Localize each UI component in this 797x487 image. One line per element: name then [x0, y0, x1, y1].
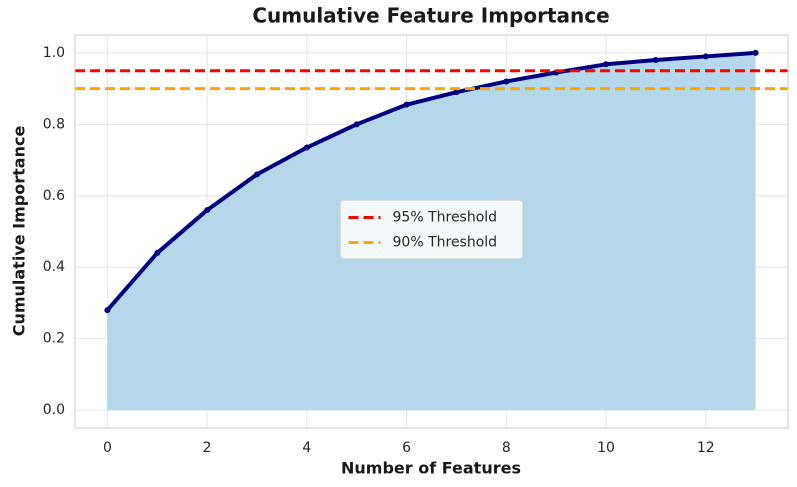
x-tick-label: 10: [597, 440, 615, 456]
y-tick-label: 0.4: [43, 259, 65, 275]
x-tick-label: 6: [402, 440, 411, 456]
marker: [104, 307, 111, 314]
y-tick-label: 0.0: [43, 402, 65, 418]
x-tick-label: 2: [203, 440, 212, 456]
marker: [353, 121, 360, 128]
marker: [752, 49, 759, 56]
marker: [253, 171, 260, 178]
marker: [503, 78, 510, 85]
y-tick-label: 0.8: [43, 116, 65, 132]
legend-label: 90% Threshold: [393, 235, 498, 251]
y-tick-label: 0.2: [43, 331, 65, 347]
marker: [702, 53, 709, 60]
line: [105, 50, 756, 312]
y-tick-label: 1.0: [43, 45, 65, 61]
legend-label: 95% Threshold: [393, 210, 498, 226]
y-axis-label: Cumulative Importance: [10, 126, 29, 337]
legend-box: [340, 200, 523, 259]
x-tick-label: 4: [302, 440, 311, 456]
plot-frame: [74, 34, 789, 429]
x-tick-label: 8: [502, 440, 511, 456]
marker: [453, 89, 460, 96]
marker: [403, 101, 410, 108]
x-axis-label: Number of Features: [341, 459, 521, 478]
chart-title: Cumulative Feature Importance: [252, 4, 609, 28]
marker: [204, 207, 211, 214]
marker: [603, 61, 610, 68]
y-tick-label: 0.6: [43, 188, 65, 204]
marker: [154, 249, 161, 256]
marker: [303, 144, 310, 151]
x-tick-label: 0: [103, 440, 112, 456]
x-tick-label: 12: [697, 440, 715, 456]
marker: [652, 57, 659, 64]
